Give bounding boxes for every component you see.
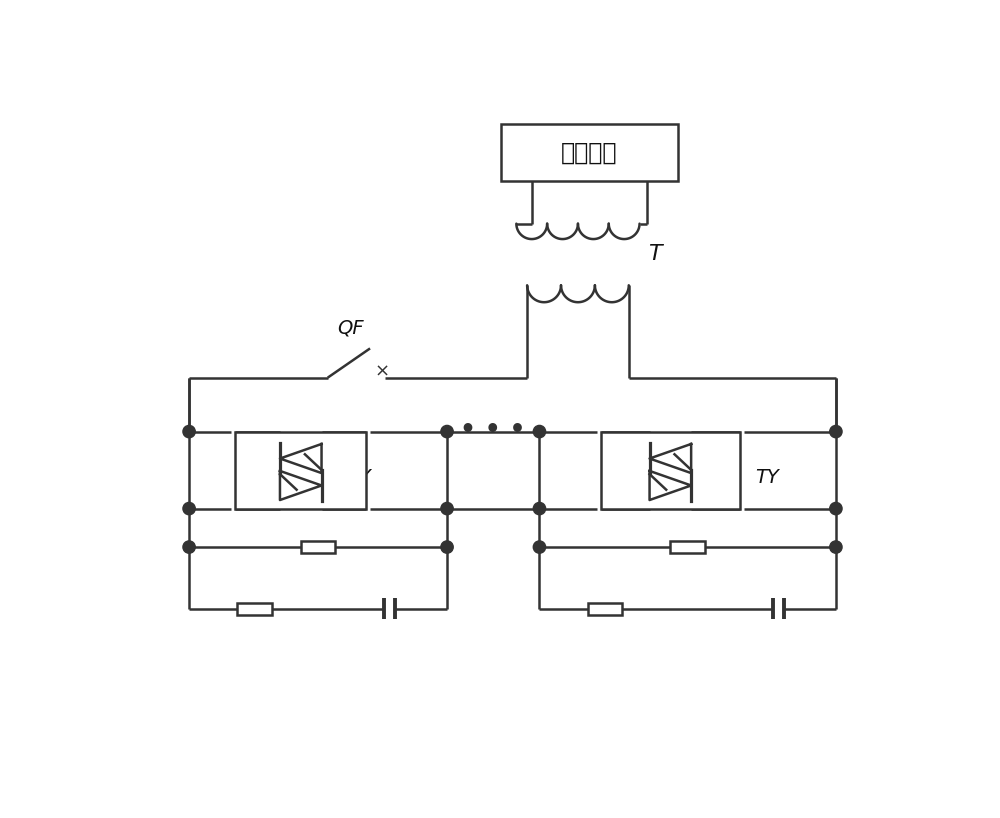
Circle shape [441, 425, 453, 438]
Text: • • •: • • • [460, 418, 526, 442]
Circle shape [183, 502, 195, 515]
Text: TY: TY [347, 468, 371, 488]
Circle shape [830, 541, 842, 553]
Text: QF: QF [337, 319, 364, 338]
Bar [601, 432, 740, 509]
Text: TY: TY [755, 468, 779, 488]
Circle shape [533, 425, 546, 438]
Text: ×: × [374, 362, 389, 380]
Circle shape [830, 425, 842, 438]
Bar [235, 432, 366, 509]
Bar [237, 603, 272, 615]
Circle shape [533, 541, 546, 553]
Bar [301, 541, 335, 553]
Circle shape [441, 502, 453, 515]
Circle shape [183, 541, 195, 553]
Circle shape [830, 502, 842, 515]
Text: 消弧电源: 消弧电源 [561, 141, 618, 164]
Circle shape [183, 425, 195, 438]
Circle shape [441, 541, 453, 553]
Bar [588, 603, 622, 615]
Circle shape [533, 502, 546, 515]
Bar [670, 541, 705, 553]
Text: T: T [648, 245, 662, 264]
Bar [501, 124, 678, 182]
